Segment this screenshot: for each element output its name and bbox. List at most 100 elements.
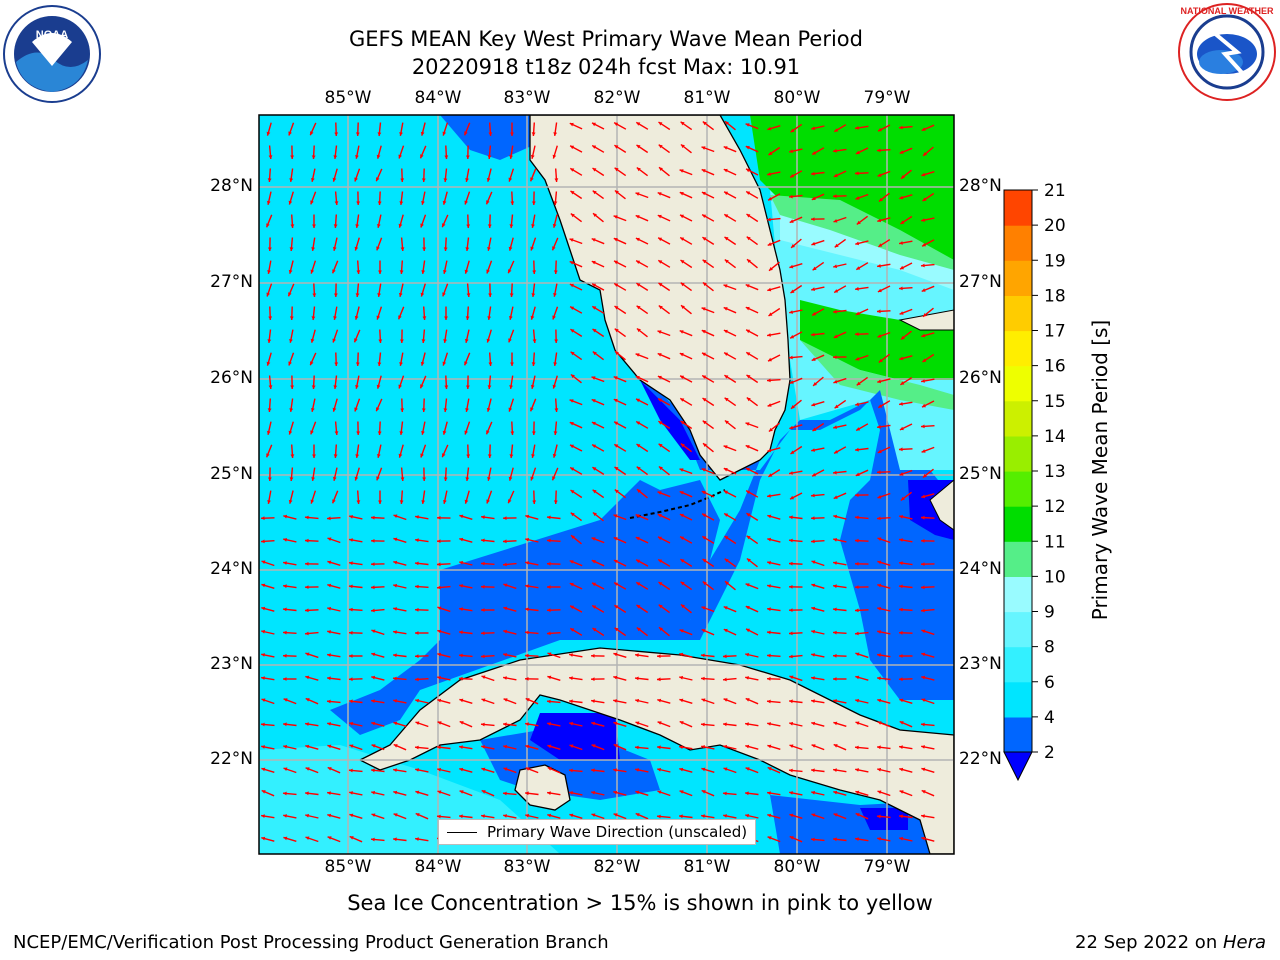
wave-arrow-head [283, 538, 287, 542]
wave-arrow-head [421, 178, 426, 182]
wave-arrow-head [334, 201, 339, 205]
wave-arrow-head [745, 146, 750, 150]
ocean-fill-4s-central [330, 375, 954, 735]
wave-arrow-head [283, 836, 288, 841]
wave-arrow-head [552, 384, 557, 389]
wave-arrow-head [767, 448, 772, 453]
wave-arrow-head [311, 477, 315, 481]
wave-arrow-head [289, 178, 294, 182]
wave-arrow-head [464, 131, 468, 136]
wave-arrow-head [465, 408, 469, 412]
wave-arrow-head [789, 355, 793, 360]
wave-arrow-head [266, 131, 271, 136]
wave-arrow-head [354, 407, 358, 412]
wave-arrow-head [614, 582, 619, 586]
wave-arrow-head [466, 155, 470, 159]
wave-arrow-head [659, 167, 663, 171]
wave-arrow-head [525, 561, 529, 565]
wave-arrow-head [701, 330, 706, 334]
wave-arrow-head [371, 562, 375, 566]
wave-arrow-head [679, 652, 684, 657]
wave-arrow-head [487, 477, 491, 481]
wave-arrow-head [464, 338, 469, 343]
wave-arrow-head [702, 121, 707, 126]
wave-arrow-head [443, 477, 448, 481]
wave-arrow-head [261, 814, 265, 818]
wave-arrow-head [591, 421, 596, 426]
wave-arrow-head [679, 745, 683, 749]
wave-arrow-head [833, 721, 838, 726]
wave-arrow-head [283, 584, 287, 589]
wave-arrow-head [747, 259, 751, 263]
wave-arrow-head [415, 538, 419, 543]
wave-arrow-head [789, 310, 793, 314]
wave-arrow-head [922, 403, 926, 408]
wave-arrow-head [679, 698, 684, 703]
lat-lon-grid [259, 115, 954, 854]
wave-arrow-head [486, 200, 490, 205]
wave-arrow-head [723, 677, 727, 682]
wave-arrow-head [288, 131, 292, 136]
wave-arrow-head [789, 699, 793, 704]
wave-arrow-head [569, 122, 574, 127]
wave-arrow-head [921, 814, 925, 818]
wave-arrow-head [530, 177, 534, 182]
colorbar-tick-label: 6 [1044, 673, 1055, 693]
wave-arrow-head [393, 744, 398, 748]
wave-arrow-head [615, 351, 619, 355]
wave-arrow-head [812, 472, 817, 477]
wave-arrow-head [283, 630, 287, 635]
wave-arrow-head [745, 791, 749, 796]
wave-arrow-head [398, 453, 403, 458]
wave-arrow-head [525, 791, 529, 796]
wave-arrow-head [288, 430, 293, 435]
lon-label-bottom: 80°W [773, 857, 821, 877]
wave-arrow-head [811, 357, 816, 361]
wave-arrow-head [833, 148, 837, 153]
wave-arrow-head [420, 384, 424, 389]
wave-arrow-head [332, 407, 337, 412]
wave-arrow-head [283, 744, 288, 749]
wave-arrow-head [393, 676, 397, 681]
wave-arrow-head [532, 500, 537, 504]
wave-arrow-head [921, 698, 926, 702]
wave-arrow-head [767, 403, 772, 407]
wave-arrow-head [525, 537, 530, 542]
wave-arrow-head [833, 425, 837, 429]
wave-arrow-head [877, 379, 882, 384]
wave-arrow-head [855, 585, 859, 589]
lon-label-top: 79°W [863, 88, 911, 108]
wave-arrow-head [510, 132, 514, 136]
wave-arrow-head [812, 266, 817, 271]
wave-arrow-head [371, 721, 376, 726]
wave-arrow-head [569, 560, 574, 564]
wave-arrow-head [377, 362, 382, 366]
wave-arrow-head [552, 223, 557, 228]
wave-arrow-head [679, 721, 684, 725]
wave-arrow-head [371, 813, 376, 817]
wave-arrow-head [636, 305, 641, 310]
wave-arrow-head [900, 381, 905, 385]
wave-arrow-head [591, 677, 595, 681]
wave-arrow-head [415, 677, 419, 682]
wave-arrow-head [570, 213, 575, 218]
wave-arrow-head [767, 333, 771, 337]
wave-arrow-head [921, 562, 925, 566]
wave-arrow-head [591, 399, 596, 403]
wave-arrow-head [789, 471, 793, 475]
wave-arrow-head [724, 420, 729, 425]
colorbar-tick-label: 14 [1044, 427, 1066, 447]
wave-arrow-head [679, 629, 684, 633]
wave-arrow-head [355, 293, 360, 297]
wave-arrow-head [530, 476, 534, 481]
wave-arrow-head [613, 215, 618, 219]
wave-arrow-head [393, 768, 397, 772]
wave-arrow-head [288, 200, 293, 205]
wave-arrow-head [261, 836, 266, 841]
wave-arrow-head [878, 197, 883, 202]
lon-label-top: 81°W [683, 88, 731, 108]
wave-arrow-head [635, 745, 639, 750]
wave-arrow-head [400, 339, 404, 343]
wave-arrow-head [855, 790, 860, 795]
noaa-logo: NOAA [3, 5, 101, 103]
